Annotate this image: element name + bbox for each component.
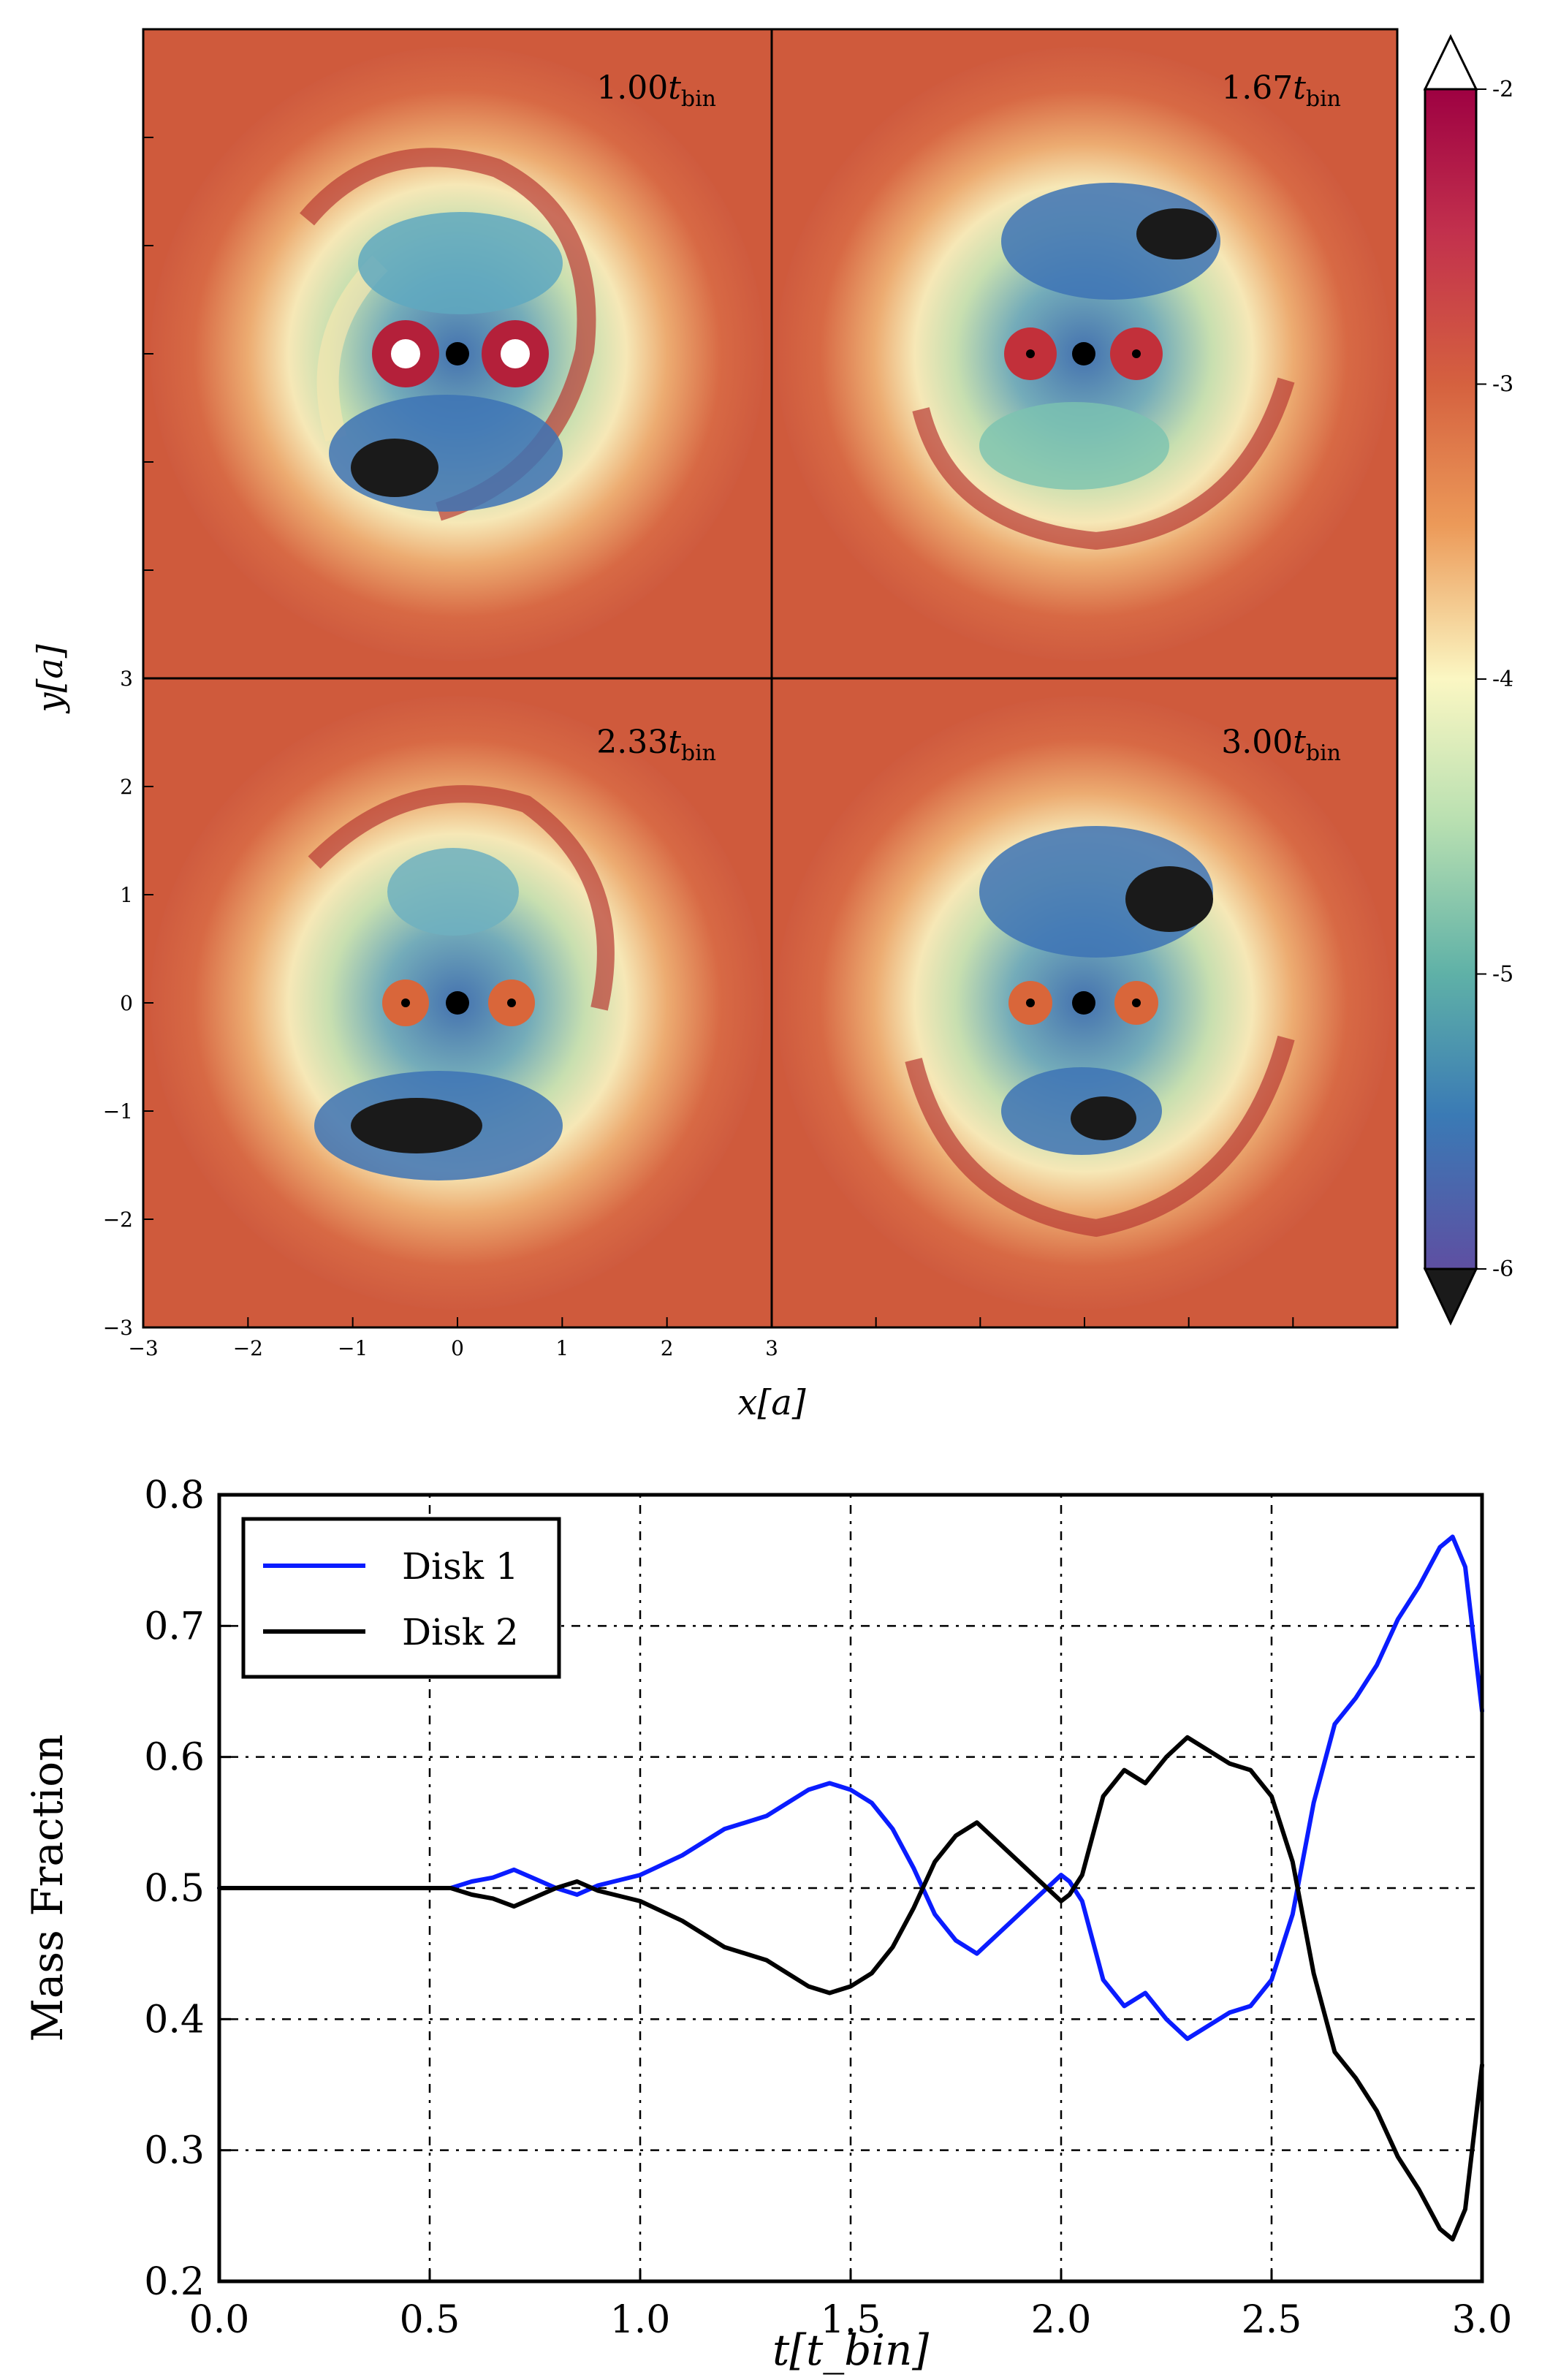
line-chart-x-ticks: 0.0 0.5 1.0 1.5 2.0 2.5 3.0 [189, 2270, 1513, 2342]
line-chart-ylabel: Mass Fraction [23, 1734, 72, 2042]
colorbar-gradient [1424, 88, 1478, 1270]
line-chart-y-tick-label: 0.4 [144, 1998, 205, 2042]
legend-box [241, 1517, 561, 1679]
heatmap-ylabel: y[a] [30, 644, 71, 713]
line-chart-series [217, 1534, 1484, 2242]
line-chart-y-tick-label: 0.5 [144, 1867, 205, 1911]
heatmap-panel-1 [143, 29, 772, 678]
heatmap-y-tick-label: 0 [120, 991, 133, 1015]
heatmap-y-tick-label: −3 [103, 1316, 133, 1340]
colorbar-tick-label: -4 [1492, 667, 1513, 692]
heatmap-y-tick-label: −2 [103, 1208, 133, 1232]
heatmap-x-ticks: −3 −2 −1 0 1 2 3 [128, 1317, 1294, 1360]
line-chart-y-tick-label: 0.8 [144, 1474, 205, 1517]
central-black-hole-dot [1072, 342, 1095, 365]
panel-label-2: 1.67tbin [1221, 69, 1341, 112]
line-chart-xlabel: t[t_bin] [772, 2325, 929, 2375]
heatmap-panel-3 [143, 678, 772, 1327]
line-chart-x-tick-label: 3.0 [1452, 2298, 1513, 2342]
line-chart-y-ticks: 0.8 0.7 0.6 0.5 0.4 0.3 0.2 [144, 1474, 231, 2304]
series-line-disk-1 [217, 1534, 1484, 2042]
line-chart-x-tick-label: 2.0 [1031, 2298, 1092, 2342]
line-chart-y-tick-label: 0.2 [144, 2260, 205, 2304]
heatmap-x-tick-label: −1 [338, 1336, 368, 1360]
heatmap-y-ticks: 3 2 1 0 −1 −2 −3 [103, 137, 153, 1340]
heatmap-x-tick-label: 2 [661, 1336, 674, 1360]
heatmap-y-tick-label: 3 [120, 667, 133, 691]
legend: Disk 1 Disk 2 [241, 1517, 561, 1679]
heatmap-y-tick-label: 1 [120, 883, 133, 907]
heatmap-x-tick-label: −2 [233, 1336, 263, 1360]
heatmap-grid: 1.00tbin 1.67tbin 2.33tbin 3.00tbin −3 −2… [30, 28, 1399, 1423]
colorbar-tick-label: -3 [1492, 372, 1513, 398]
panel-label-3: 2.33tbin [596, 724, 716, 766]
colorbar: -2 -3 -4 -5 -6 [1423, 34, 1513, 1326]
line-chart-y-tick-label: 0.6 [144, 1736, 205, 1780]
central-black-hole-dot [446, 991, 469, 1015]
line-chart-y-tick-label: 0.7 [144, 1604, 205, 1648]
central-black-hole-dot [1072, 991, 1095, 1015]
central-black-hole-dot [446, 342, 469, 365]
line-chart-x-tick-label: 0.0 [189, 2298, 250, 2342]
heatmap-x-tick-label: −3 [128, 1336, 158, 1360]
legend-label-disk-2: Disk 2 [402, 1611, 519, 1653]
line-chart-y-tick-label: 0.3 [144, 2129, 205, 2173]
colorbar-top-extension [1423, 34, 1478, 91]
heatmap-y-tick-label: 2 [120, 775, 133, 799]
panel-label-1: 1.00tbin [596, 69, 716, 112]
heatmap-panel-4 [772, 678, 1397, 1327]
line-chart-x-tick-label: 2.5 [1242, 2298, 1302, 2342]
heatmap-x-tick-label: 3 [765, 1336, 778, 1360]
colorbar-tick-label: -5 [1492, 962, 1513, 988]
line-chart-x-tick-label: 1.0 [610, 2298, 671, 2342]
legend-label-disk-1: Disk 1 [402, 1545, 519, 1588]
line-chart-x-tick-label: 0.5 [400, 2298, 460, 2342]
colorbar-bottom-extension [1423, 1267, 1478, 1326]
heatmap-x-tick-label: 1 [555, 1336, 569, 1360]
colorbar-tick-label: -2 [1492, 77, 1513, 102]
line-chart: 0.0 0.5 1.0 1.5 2.0 2.5 3.0 0.8 0.7 0.6 0.5 0.4 0.3… [23, 1474, 1512, 2375]
heatmap-x-tick-label: 0 [451, 1336, 464, 1360]
colorbar-ticks: -2 -3 -4 -5 -6 [1476, 77, 1513, 1282]
line-chart-x-tick-label: 1.5 [821, 2298, 881, 2342]
series-line-disk-2 [217, 1735, 1484, 2242]
heatmap-panel-2 [772, 29, 1397, 678]
colorbar-tick-label: -6 [1492, 1257, 1513, 1282]
heatmap-xlabel: x[a] [737, 1382, 805, 1423]
heatmap-y-tick-label: −1 [103, 1099, 133, 1123]
panel-label-4: 3.00tbin [1221, 724, 1341, 766]
